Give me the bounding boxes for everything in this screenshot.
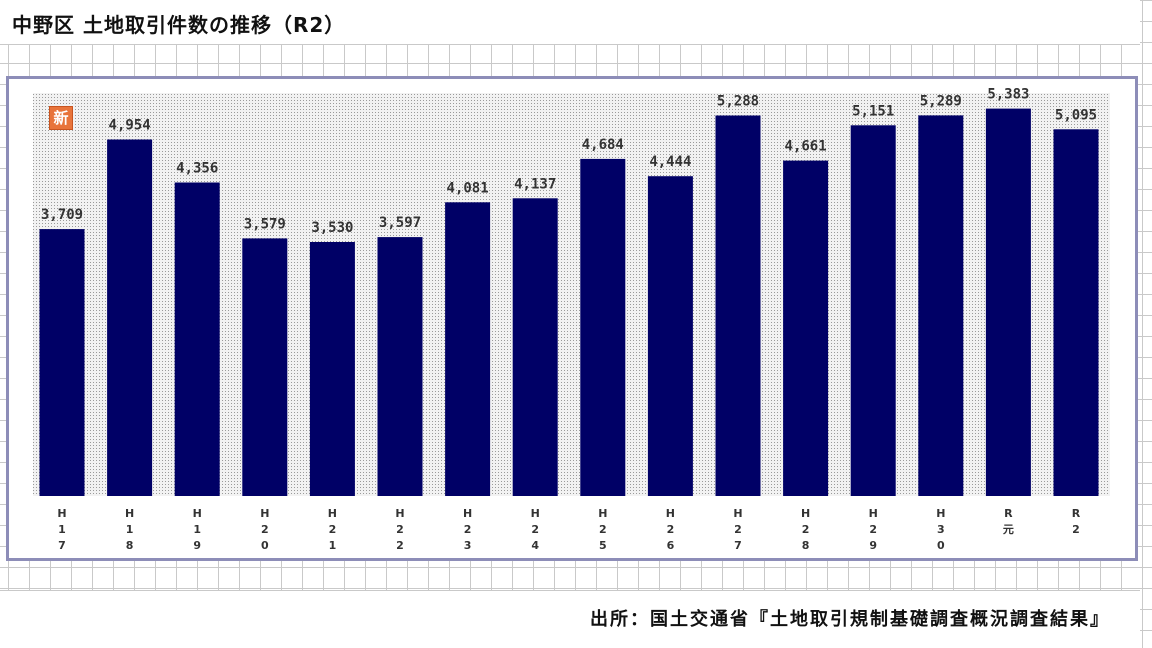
value-label-0: 3,709 xyxy=(41,207,83,223)
tick-label-15-1: 2 xyxy=(1072,523,1080,536)
tick-label-12-1: 2 xyxy=(869,523,877,536)
bar-1 xyxy=(107,139,153,496)
page-title: 中野区 土地取引件数の推移（R2） xyxy=(12,13,346,37)
tick-label-1-1: 1 xyxy=(126,523,134,536)
tick-label-3-0: H xyxy=(260,507,269,520)
tick-label-13-0: H xyxy=(936,507,945,520)
tick-label-4-0: H xyxy=(328,507,337,520)
tick-label-0-0: H xyxy=(57,507,66,520)
tick-label-1-0: H xyxy=(125,507,134,520)
bar-15 xyxy=(1053,129,1099,497)
bar-12 xyxy=(850,125,896,497)
bar-9 xyxy=(647,176,693,496)
value-label-12: 5,151 xyxy=(852,103,894,119)
value-label-11: 4,661 xyxy=(785,139,827,155)
tick-label-7-2: 4 xyxy=(531,539,539,552)
bar-0 xyxy=(39,229,85,496)
tick-label-2-2: 9 xyxy=(193,539,201,552)
bar-2 xyxy=(174,182,220,496)
bar-8 xyxy=(580,158,626,496)
tick-label-0-2: 7 xyxy=(58,539,66,552)
tick-label-13-2: 0 xyxy=(937,539,945,552)
bar-chart: 3,709 4,954 4,356 3,579 3,530 3,597 4,081 4,137… xyxy=(33,87,1110,552)
tick-label-5-1: 2 xyxy=(396,523,404,536)
tick-label-8-1: 2 xyxy=(599,523,607,536)
tick-label-10-1: 2 xyxy=(734,523,742,536)
bar-3 xyxy=(242,238,288,496)
value-label-2: 4,356 xyxy=(176,161,218,177)
tick-label-10-2: 7 xyxy=(734,539,742,552)
bar-7 xyxy=(512,198,558,497)
value-label-15: 5,095 xyxy=(1055,107,1097,123)
tick-label-5-2: 2 xyxy=(396,539,404,552)
tick-label-11-2: 8 xyxy=(802,539,810,552)
tick-label-9-1: 2 xyxy=(667,523,675,536)
tick-label-3-2: 0 xyxy=(261,539,269,552)
tick-label-6-2: 3 xyxy=(464,539,472,552)
tick-label-14-1: 元 xyxy=(1003,523,1014,536)
tick-label-1-2: 8 xyxy=(126,539,134,552)
value-label-14: 5,383 xyxy=(987,87,1029,103)
tick-label-4-2: 1 xyxy=(329,539,337,552)
value-label-8: 4,684 xyxy=(582,137,624,153)
value-label-4: 3,530 xyxy=(311,220,353,236)
value-label-7: 4,137 xyxy=(514,176,556,192)
value-label-6: 4,081 xyxy=(447,180,489,196)
value-label-3: 3,579 xyxy=(244,216,286,232)
source-note: 出所：国土交通省『土地取引規制基礎調査概況調査結果』 xyxy=(590,609,1110,630)
tick-label-10-0: H xyxy=(733,507,742,520)
tick-label-15-0: R xyxy=(1072,507,1081,520)
tick-label-0-1: 1 xyxy=(58,523,66,536)
title-bar: 中野区 土地取引件数の推移（R2） xyxy=(0,0,1140,45)
bar-4 xyxy=(309,242,355,496)
tick-label-14-0: R xyxy=(1004,507,1013,520)
tick-label-2-0: H xyxy=(193,507,202,520)
tick-label-6-1: 2 xyxy=(464,523,472,536)
tick-label-4-1: 2 xyxy=(329,523,337,536)
tick-label-7-1: 2 xyxy=(531,523,539,536)
bar-6 xyxy=(445,202,491,497)
footer-bar: 出所：国土交通省『土地取引規制基礎調査概況調査結果』 xyxy=(0,590,1140,648)
tick-label-6-0: H xyxy=(463,507,472,520)
tick-label-2-1: 1 xyxy=(193,523,201,536)
tick-label-13-1: 3 xyxy=(937,523,945,536)
bar-11 xyxy=(783,160,829,496)
tick-label-5-0: H xyxy=(395,507,404,520)
value-label-10: 5,288 xyxy=(717,94,759,110)
tick-label-7-0: H xyxy=(531,507,540,520)
value-label-9: 4,444 xyxy=(649,154,691,170)
tick-label-9-2: 6 xyxy=(667,539,675,552)
value-label-13: 5,289 xyxy=(920,93,962,109)
new-badge: 新 xyxy=(49,106,73,130)
chart-frame: 3,709 4,954 4,356 3,579 3,530 3,597 4,081 4,137… xyxy=(6,76,1138,561)
tick-label-12-2: 9 xyxy=(869,539,877,552)
tick-label-3-1: 2 xyxy=(261,523,269,536)
bar-10 xyxy=(715,115,761,496)
tick-label-12-0: H xyxy=(869,507,878,520)
tick-label-8-0: H xyxy=(598,507,607,520)
tick-label-11-1: 2 xyxy=(802,523,810,536)
bar-13 xyxy=(918,115,964,497)
tick-label-8-2: 5 xyxy=(599,539,607,552)
bar-5 xyxy=(377,237,423,496)
bar-14 xyxy=(985,108,1031,496)
tick-label-11-0: H xyxy=(801,507,810,520)
tick-label-9-0: H xyxy=(666,507,675,520)
value-label-1: 4,954 xyxy=(109,118,151,134)
value-label-5: 3,597 xyxy=(379,215,421,231)
